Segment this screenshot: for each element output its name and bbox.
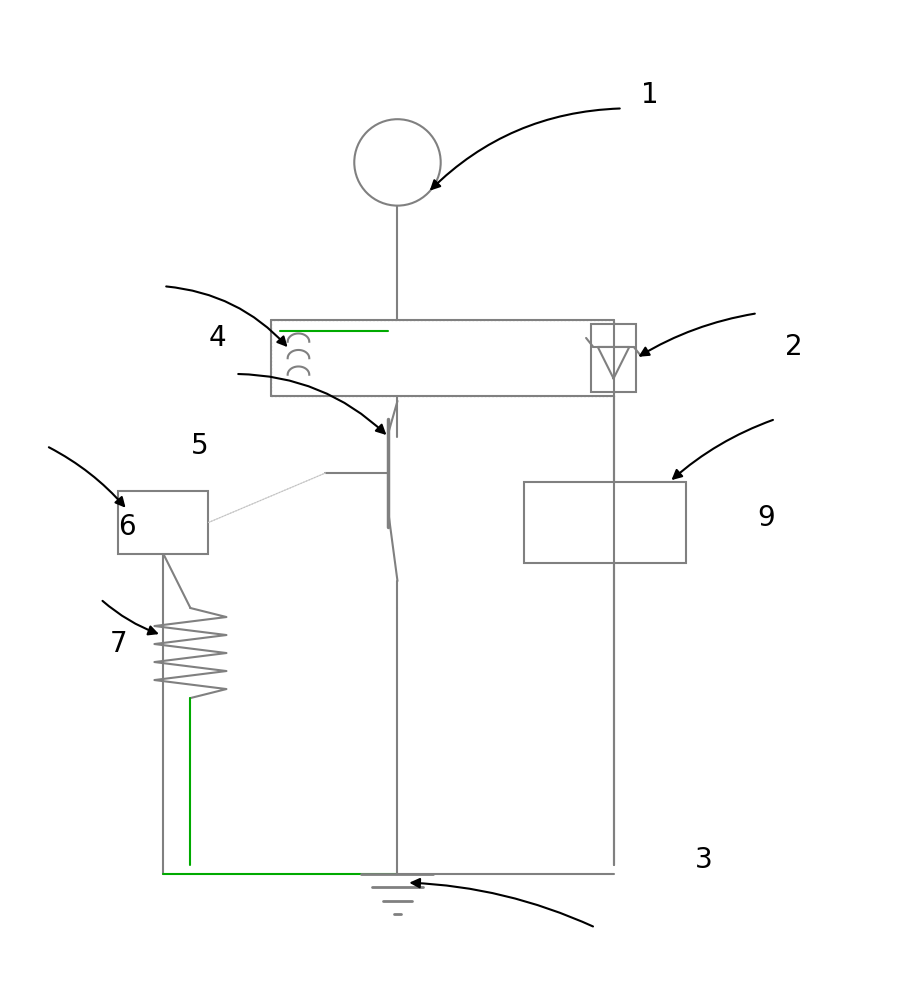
Text: 1: 1: [640, 81, 658, 109]
Text: 6: 6: [118, 513, 136, 541]
Text: 4: 4: [208, 324, 226, 352]
Text: 9: 9: [757, 504, 775, 532]
Bar: [118, 491, 208, 554]
Bar: [591, 324, 635, 392]
Text: 2: 2: [784, 333, 802, 361]
Bar: [523, 482, 685, 563]
Text: 3: 3: [694, 846, 712, 874]
Text: 7: 7: [109, 630, 127, 658]
Text: 5: 5: [190, 432, 208, 460]
